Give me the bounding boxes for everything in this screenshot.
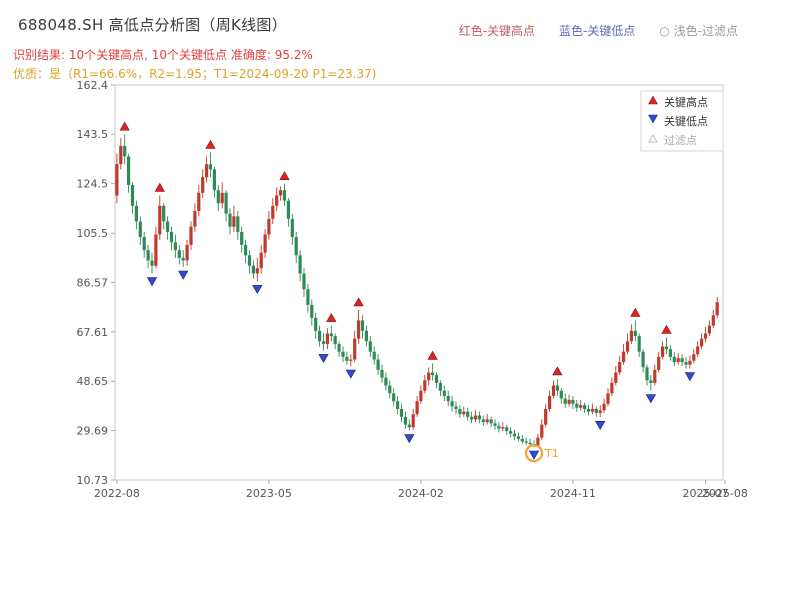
svg-text:10.73: 10.73 — [77, 474, 109, 487]
svg-text:2024-11: 2024-11 — [550, 487, 596, 500]
page-title: 688048.SH 高低点分析图（周K线图） — [18, 16, 288, 34]
svg-text:29.69: 29.69 — [77, 425, 109, 438]
svg-text:67.61: 67.61 — [77, 326, 109, 339]
legend-down-triangle-icon — [648, 114, 658, 124]
svg-text:关键低点: 关键低点 — [664, 114, 708, 128]
top-legend: 红色-关键高点 蓝色-关键低点 ○ 浅色-过滤点 — [459, 22, 738, 39]
svg-text:2025-07: 2025-07 — [683, 487, 729, 500]
top-legend-low-label: 蓝色-关键低点 — [559, 24, 636, 38]
svg-text:关键高点: 关键高点 — [664, 95, 708, 109]
t1-circle — [524, 444, 544, 463]
svg-text:过滤点: 过滤点 — [664, 134, 697, 147]
svg-text:2023-05: 2023-05 — [246, 487, 292, 500]
y-axis: 162.4 143.5 124.5 105.5 86.57 67.61 48.65 29.69… — [77, 79, 115, 487]
legend-up-triangle-icon — [648, 95, 658, 105]
legend-open-triangle-icon — [648, 134, 658, 143]
quality-line: 优质：是（R1=66.6%，R2=1.95；T1=2024-09-20 P1=2… — [13, 67, 377, 81]
plot-border — [114, 84, 724, 481]
high-markers — [119, 121, 672, 376]
svg-text:143.5: 143.5 — [77, 128, 109, 141]
svg-text:2022-08: 2022-08 — [94, 487, 140, 500]
svg-text:124.5: 124.5 — [77, 178, 109, 191]
t1-annotation: T1 — [524, 444, 559, 463]
result-line: 识别结果: 10个关键高点, 10个关键低点 准确度: 95.2% — [13, 48, 313, 62]
svg-text:2024-02: 2024-02 — [398, 487, 444, 500]
svg-text:86.57: 86.57 — [77, 277, 109, 290]
svg-text:105.5: 105.5 — [77, 227, 109, 240]
svg-text:48.65: 48.65 — [77, 375, 109, 388]
svg-text:162.4: 162.4 — [77, 79, 109, 92]
top-legend-high-label: 红色-关键高点 — [458, 24, 536, 38]
candlestick-series — [115, 134, 719, 448]
t1-label: T1 — [544, 447, 559, 460]
svg-text:2025-08: 2025-08 — [702, 487, 748, 500]
low-markers — [146, 270, 696, 460]
top-legend-filtered-label: ○ 浅色-过滤点 — [659, 24, 738, 38]
x-axis: 2022-08 2023-05 2024-02 2024-11 2025-072025-… — [94, 480, 748, 500]
